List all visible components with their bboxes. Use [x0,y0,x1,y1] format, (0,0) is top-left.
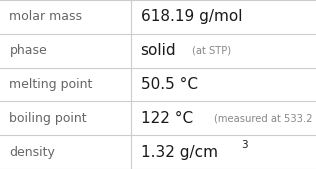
Text: 1.32 g/cm: 1.32 g/cm [141,145,218,160]
Text: 3: 3 [241,140,247,150]
Text: melting point: melting point [9,78,93,91]
Text: 50.5 °C: 50.5 °C [141,77,198,92]
Text: (measured at 533.2 Pa): (measured at 533.2 Pa) [214,113,316,123]
Text: boiling point: boiling point [9,112,87,125]
Text: solid: solid [141,43,176,58]
Text: 122 °C: 122 °C [141,111,193,126]
Text: density: density [9,146,55,159]
Text: 618.19 g/mol: 618.19 g/mol [141,9,242,24]
Text: molar mass: molar mass [9,10,82,23]
Text: phase: phase [9,44,47,57]
Text: (at STP): (at STP) [192,46,231,56]
